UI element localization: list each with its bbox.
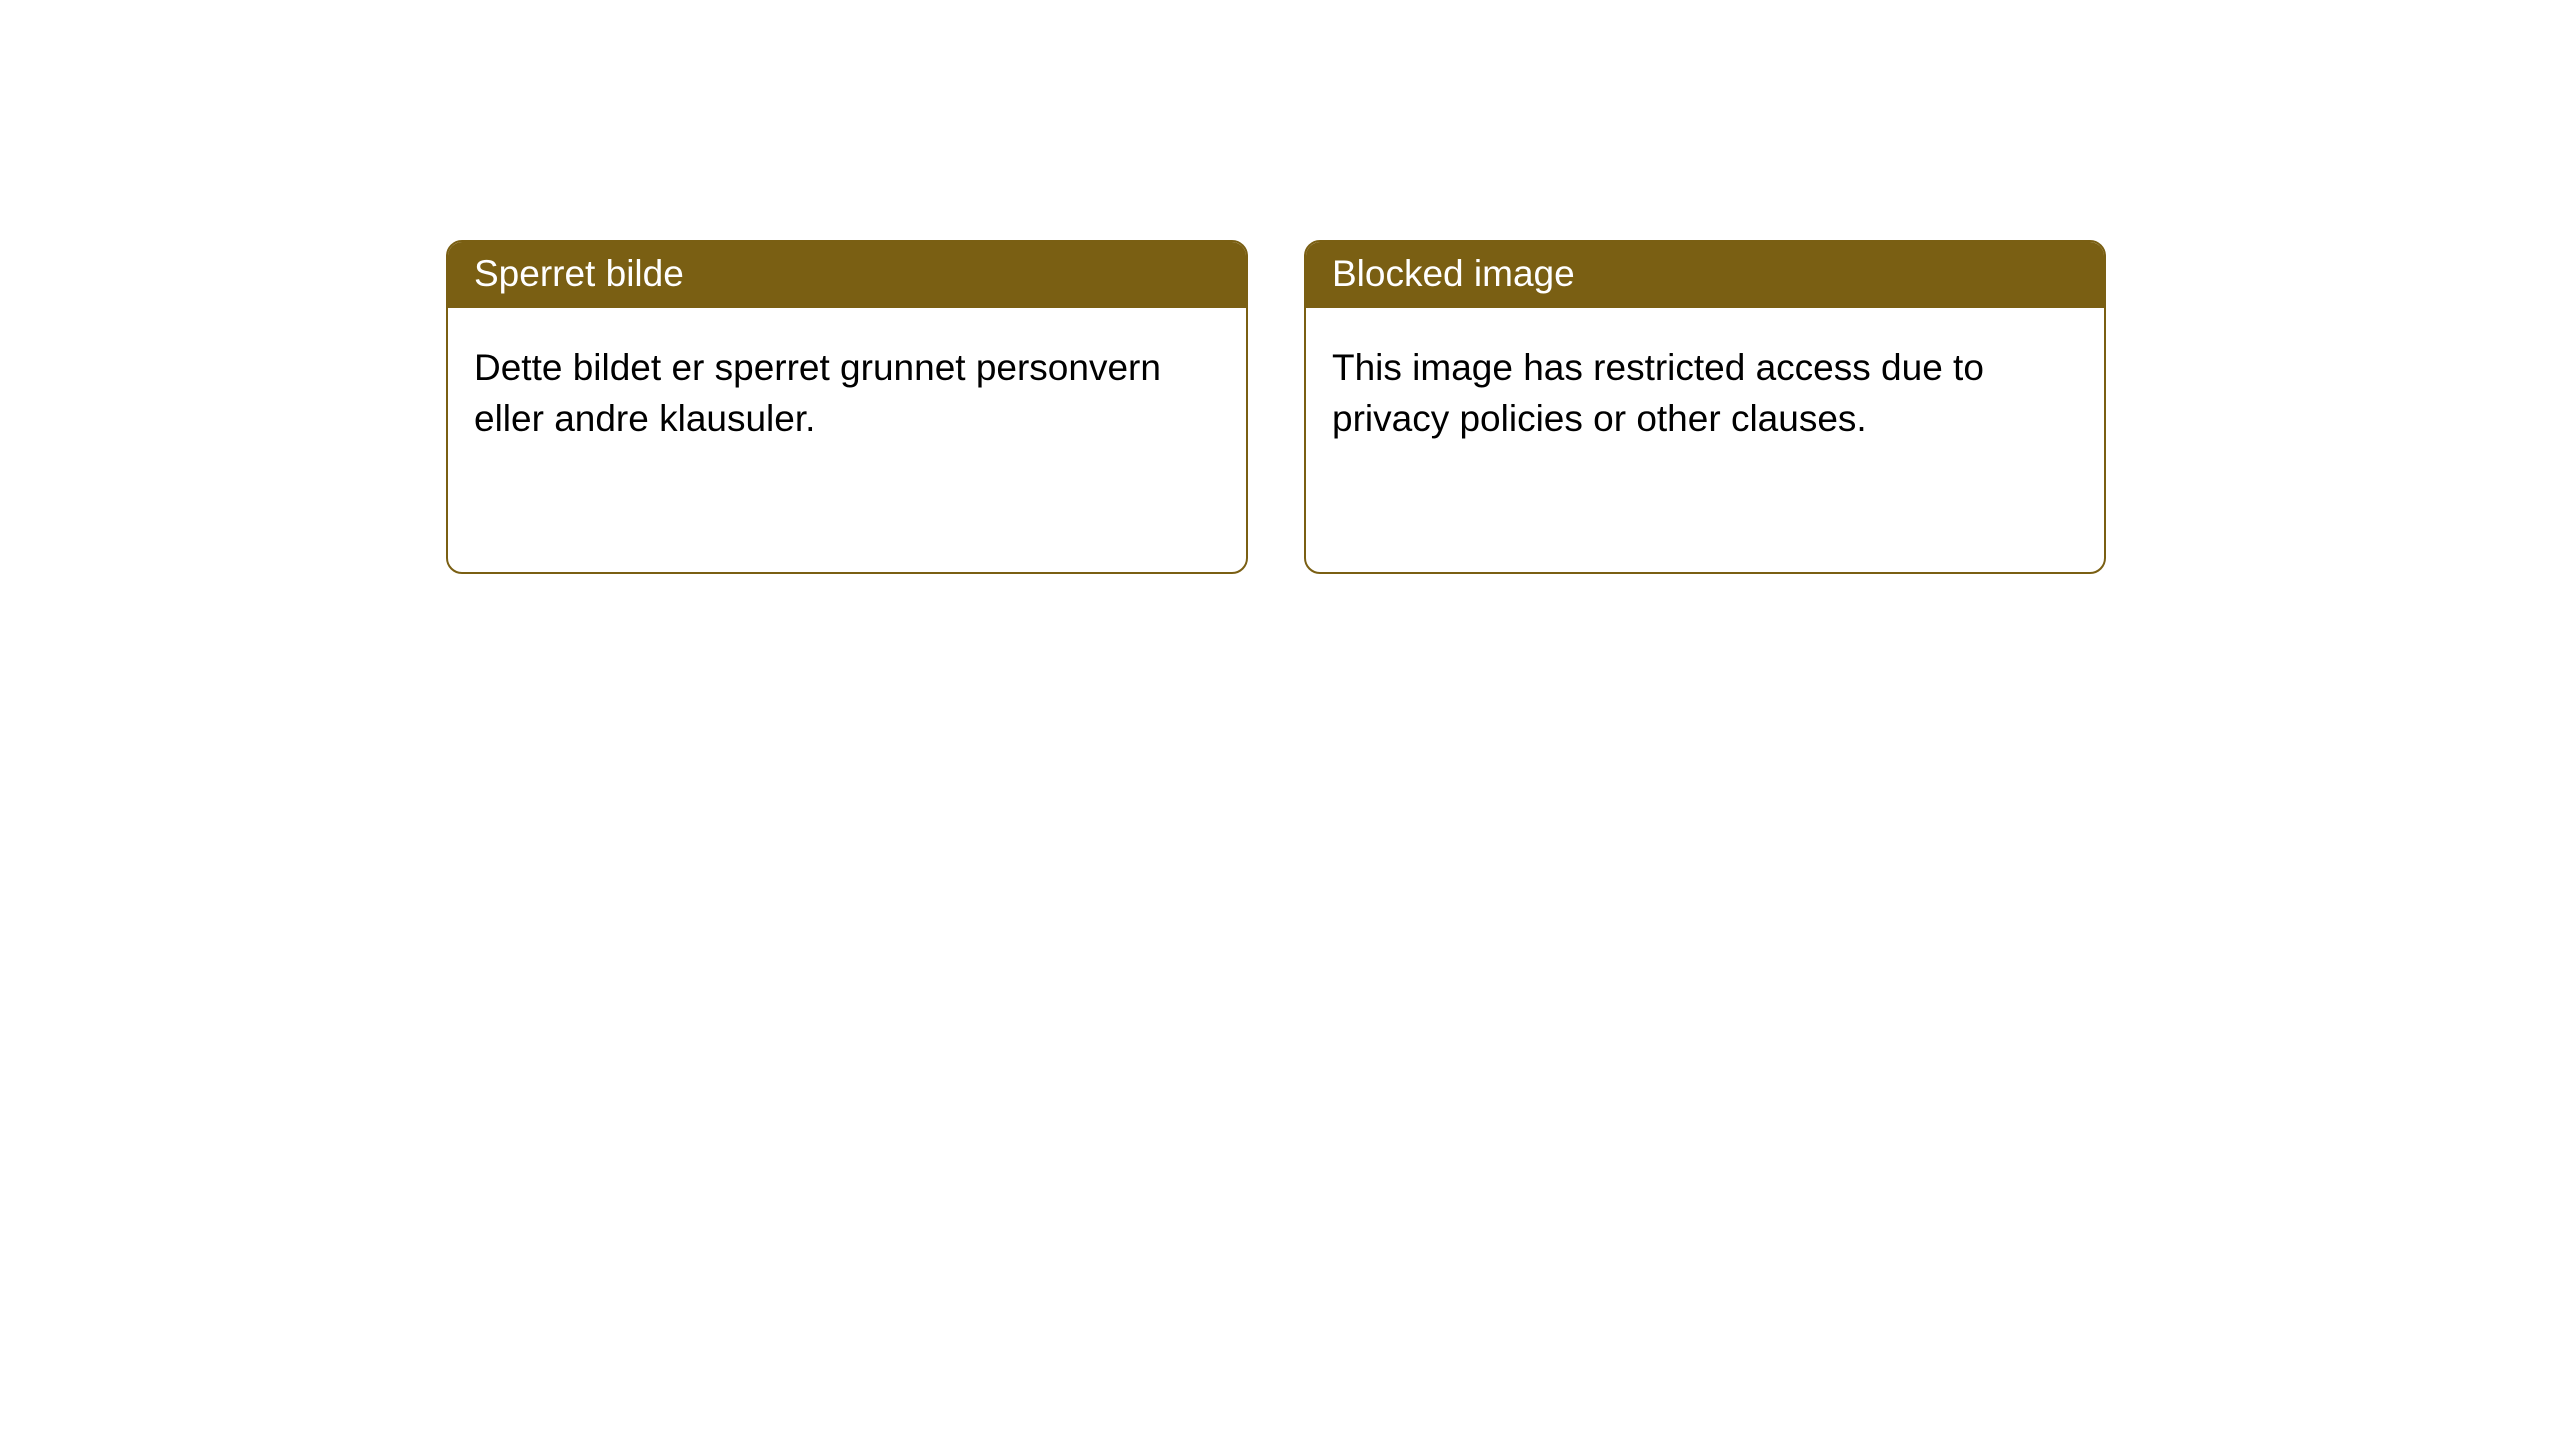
notice-title: Sperret bilde [448,242,1246,308]
notice-body: Dette bildet er sperret grunnet personve… [448,308,1246,478]
notice-card-norwegian: Sperret bilde Dette bildet er sperret gr… [446,240,1248,574]
notice-container: Sperret bilde Dette bildet er sperret gr… [0,0,2560,574]
notice-title: Blocked image [1306,242,2104,308]
notice-body: This image has restricted access due to … [1306,308,2104,478]
notice-card-english: Blocked image This image has restricted … [1304,240,2106,574]
